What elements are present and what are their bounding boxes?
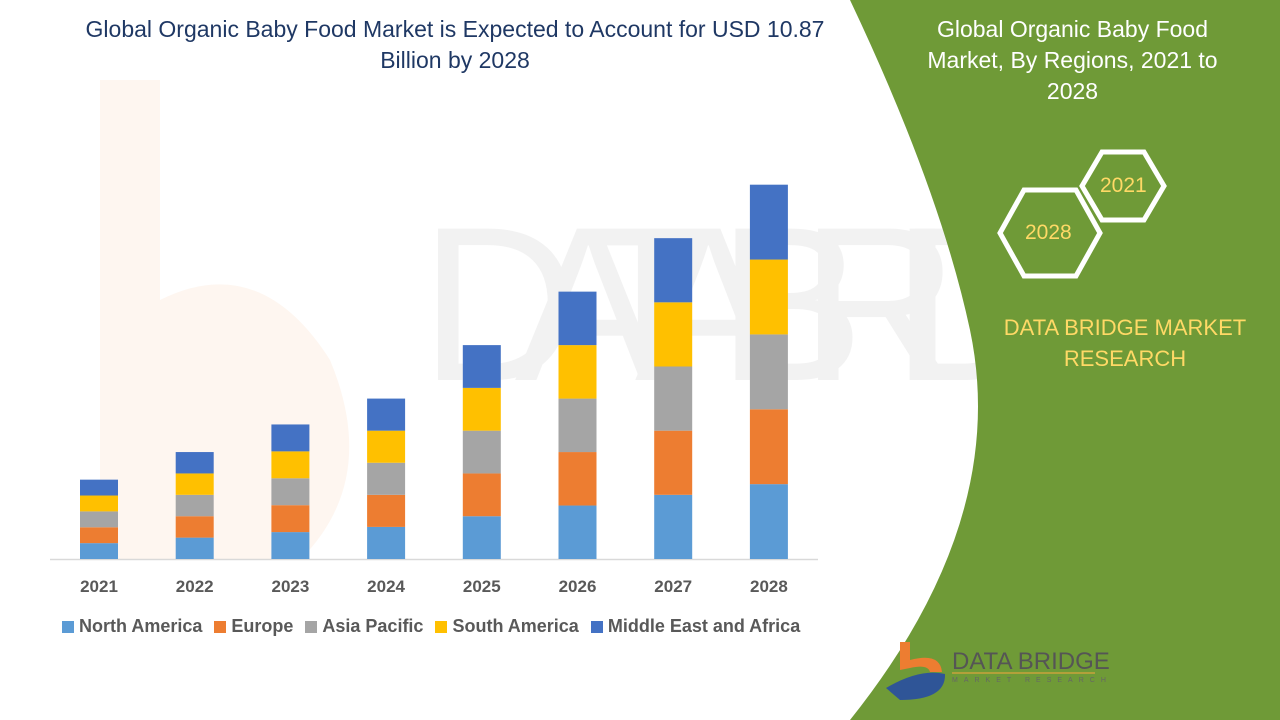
bar-2025-north-america bbox=[462, 516, 501, 559]
x-tick-label: 2027 bbox=[654, 577, 692, 596]
bar-2028-south-america bbox=[749, 259, 788, 335]
chart-plot: 2021 2022 2023 2024 2025 2026 2027 2028 bbox=[50, 184, 818, 596]
legend-item: Europe bbox=[214, 616, 293, 637]
hex-label-2021: 2021 bbox=[1100, 174, 1147, 197]
logo-subtext: MARKET RESEARCH bbox=[952, 677, 1112, 684]
legend-swatch bbox=[590, 620, 603, 633]
legend-swatch bbox=[305, 620, 318, 633]
bar-2021-europe bbox=[80, 527, 118, 544]
legend-swatch bbox=[435, 620, 448, 633]
bar-2021-north-america bbox=[80, 543, 118, 559]
legend-item: North America bbox=[62, 616, 202, 637]
legend-item: Middle East and Africa bbox=[590, 616, 801, 637]
bar-2021-south-america bbox=[80, 495, 118, 512]
bar-2021-asia-pacific bbox=[80, 511, 118, 528]
logo-mark bbox=[886, 642, 946, 700]
bar-2027-south-america bbox=[654, 302, 693, 367]
brand-text: DATA BRIDGE MARKET RESEARCH bbox=[1003, 315, 1247, 371]
bar-2024-middle-east-and-africa bbox=[367, 398, 406, 431]
legend: North America Europe Asia Pacific South Ame… bbox=[62, 616, 800, 637]
bar-2028-asia-pacific bbox=[749, 334, 788, 410]
bar-2024-north-america bbox=[367, 526, 406, 559]
bar-2024-asia-pacific bbox=[367, 462, 406, 495]
bar-2025-europe bbox=[462, 473, 501, 517]
hex-2028 bbox=[997, 187, 1103, 279]
x-tick-label: 2026 bbox=[559, 577, 597, 596]
bar-2023-south-america bbox=[271, 451, 310, 479]
bar-2024-europe bbox=[367, 494, 406, 527]
bar-2027-asia-pacific bbox=[654, 366, 693, 431]
bar-2022-middle-east-and-africa bbox=[175, 452, 214, 474]
bar-2026-middle-east-and-africa bbox=[558, 291, 597, 346]
x-tick-label: 2024 bbox=[367, 577, 405, 596]
bar-2022-north-america bbox=[175, 537, 214, 559]
x-tick-label: 2023 bbox=[271, 577, 309, 596]
chart-title: Global Organic Baby Food Market is Expec… bbox=[85, 16, 825, 73]
bar-2023-middle-east-and-africa bbox=[271, 424, 310, 452]
x-tick-label: 2022 bbox=[176, 577, 214, 596]
bar-2026-asia-pacific bbox=[558, 398, 597, 453]
bar-2027-europe bbox=[654, 430, 693, 495]
bar-2027-middle-east-and-africa bbox=[654, 238, 693, 303]
legend-item: South America bbox=[435, 616, 579, 637]
bar-2025-asia-pacific bbox=[462, 430, 501, 474]
x-tick-label: 2025 bbox=[463, 577, 501, 596]
bar-2022-south-america bbox=[175, 473, 214, 495]
bar-2023-north-america bbox=[271, 532, 310, 559]
legend-swatch bbox=[214, 620, 227, 633]
bar-2028-europe bbox=[749, 409, 788, 485]
bar-2021-middle-east-and-africa bbox=[80, 479, 118, 496]
bar-2026-south-america bbox=[558, 345, 597, 399]
bar-2027-north-america bbox=[654, 494, 693, 559]
legend-label: Europe bbox=[231, 616, 294, 636]
legend-label: Middle East and Africa bbox=[607, 616, 801, 636]
bar-2023-europe bbox=[271, 505, 310, 533]
legend-label: North America bbox=[79, 616, 203, 636]
bar-2028-north-america bbox=[749, 484, 788, 559]
bar-2026-north-america bbox=[558, 505, 597, 559]
x-tick-label: 2021 bbox=[80, 577, 118, 596]
side-title: Global Organic Baby Food Market, By Regi… bbox=[927, 16, 1218, 104]
bar-2028-middle-east-and-africa bbox=[749, 184, 788, 260]
bar-2022-europe bbox=[175, 516, 214, 538]
bar-2026-europe bbox=[558, 452, 597, 506]
bar-2022-asia-pacific bbox=[175, 494, 214, 517]
hex-label-2028: 2028 bbox=[1025, 221, 1072, 244]
bar-2025-middle-east-and-africa bbox=[462, 345, 501, 388]
legend-swatch bbox=[62, 620, 74, 633]
hex-2021 bbox=[1079, 149, 1167, 223]
legend-label: Asia Pacific bbox=[322, 616, 424, 636]
bar-2023-asia-pacific bbox=[271, 478, 310, 506]
bar-2024-south-america bbox=[367, 430, 406, 463]
logo-text: DATA BRIDGE bbox=[952, 648, 1110, 675]
bar-2025-south-america bbox=[462, 387, 501, 431]
legend-item: Asia Pacific bbox=[305, 616, 423, 637]
side-panel bbox=[850, 0, 1280, 720]
x-tick-label: 2028 bbox=[750, 577, 788, 596]
legend-label: South America bbox=[452, 616, 579, 636]
